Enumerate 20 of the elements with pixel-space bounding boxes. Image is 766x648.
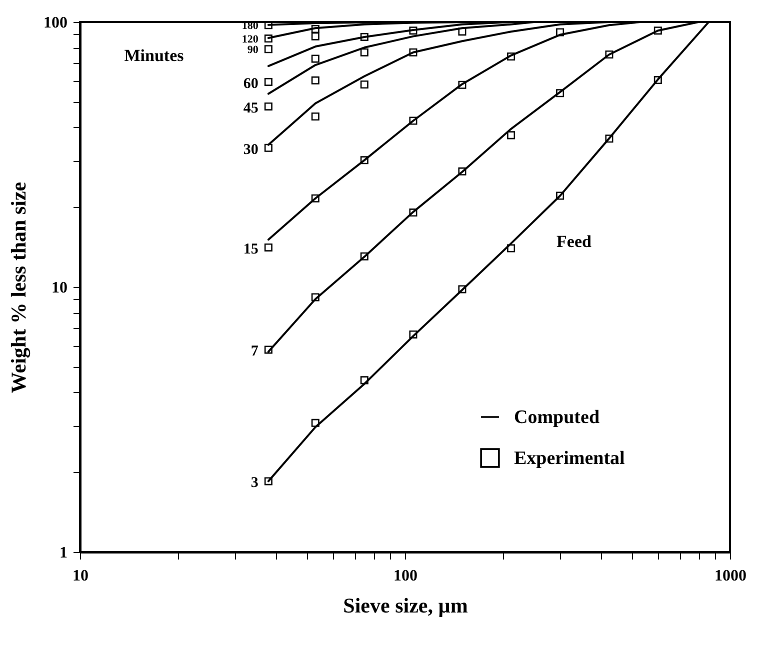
y-tick-label: 1	[60, 544, 68, 562]
annotation: 3	[250, 475, 258, 492]
annotation: Feed	[556, 232, 592, 251]
annotation: 45	[243, 100, 258, 116]
x-tick-label: 1000	[714, 568, 746, 584]
legend-label: Computed	[514, 407, 600, 428]
annotation: 60	[243, 76, 258, 92]
y-tick-label: 10	[52, 280, 68, 296]
annotation: 15	[243, 241, 258, 258]
x-axis-title: Sieve size, µm	[343, 594, 468, 618]
annotation: 120	[242, 34, 259, 46]
x-tick-label: 100	[394, 568, 418, 584]
annotation: 7	[250, 344, 259, 360]
y-tick-label: 100	[44, 14, 68, 32]
legend-label: Experimental	[514, 448, 625, 469]
annotation: Minutes	[124, 46, 184, 65]
x-tick-label: 10	[72, 568, 88, 584]
annotation: 30	[243, 142, 258, 158]
y-axis-title: Weight % less than size	[6, 182, 30, 394]
annotation: 90	[247, 44, 259, 56]
